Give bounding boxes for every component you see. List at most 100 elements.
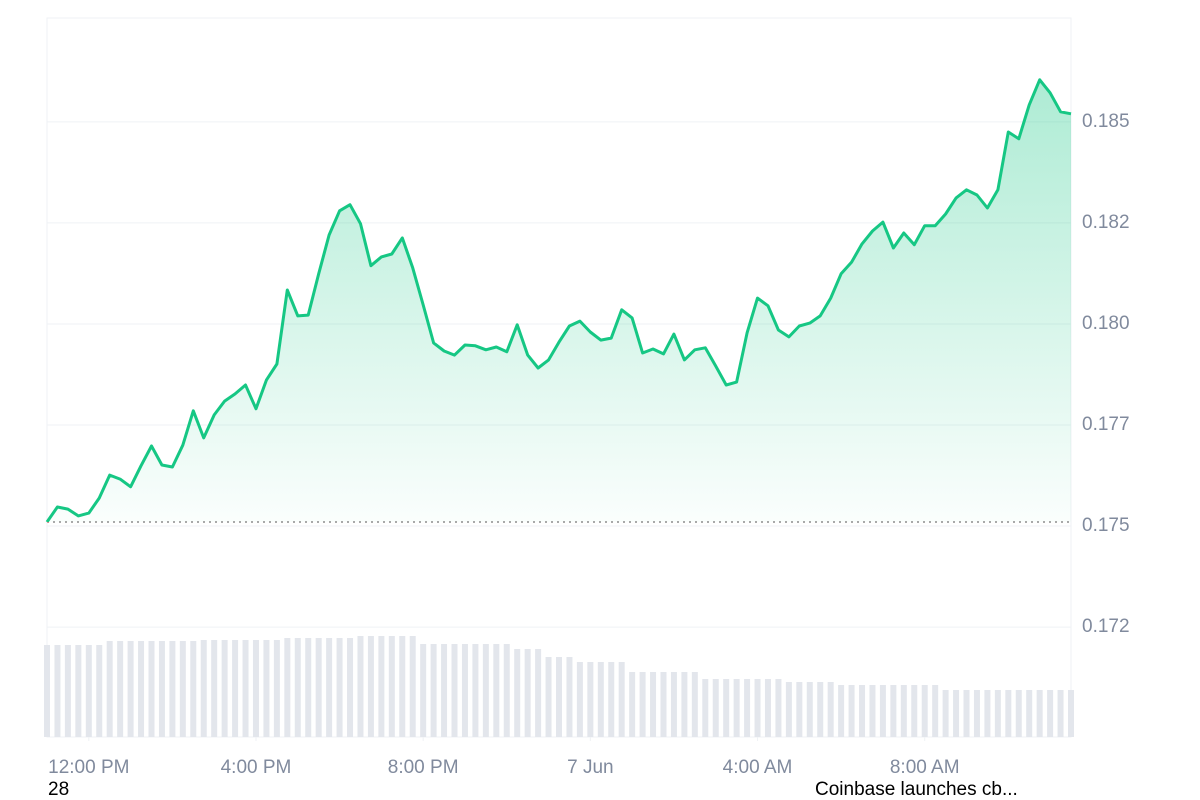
volume-bar: [441, 644, 448, 737]
y-tick-label: 0.182: [1082, 212, 1130, 233]
volume-bar: [545, 657, 552, 737]
volume-bar: [388, 636, 395, 737]
volume-bar: [921, 685, 928, 737]
volume-bar: [347, 638, 354, 737]
volume-bar: [252, 640, 259, 737]
volume-bar: [838, 685, 845, 737]
volume-bar: [127, 641, 134, 737]
volume-bar: [179, 641, 186, 737]
volume-bar: [608, 662, 615, 737]
volume-bar: [806, 682, 813, 737]
volume-bar: [618, 662, 625, 737]
volume-bar: [169, 641, 176, 737]
volume-bar: [1015, 690, 1022, 737]
volume-bar: [326, 638, 333, 737]
volume-bar: [106, 641, 113, 737]
volume-bar: [96, 645, 103, 737]
volume-bar: [336, 638, 343, 737]
volume-bar: [242, 640, 249, 737]
volume-bar: [890, 685, 897, 737]
area: [47, 79, 1071, 523]
volume-bar: [733, 679, 740, 737]
volume-bar: [775, 679, 782, 737]
volume-bar: [85, 645, 92, 737]
x-tick-label: 12:00 PM: [48, 757, 129, 778]
x-tick-label: 4:00 PM: [221, 757, 292, 778]
volume-bar: [932, 685, 939, 737]
volume-bar: [232, 640, 239, 737]
volume-bar: [305, 638, 312, 737]
volume-bar: [399, 636, 406, 737]
volume-bar: [294, 638, 301, 737]
volume-bar: [744, 679, 751, 737]
volume-bar: [900, 685, 907, 737]
volume-bar: [973, 690, 980, 737]
volume-bar: [514, 649, 521, 737]
volume-bar: [994, 690, 1001, 737]
volume-bar: [461, 644, 468, 737]
x-tick-label: 7 Jun: [567, 757, 613, 778]
volume-bar: [1047, 690, 1054, 737]
volume-bar: [796, 682, 803, 737]
volume-bar: [639, 672, 646, 737]
volume-bar: [190, 641, 197, 737]
volume-bar: [702, 679, 709, 737]
volume-bar: [54, 645, 61, 737]
volume-bar: [148, 641, 155, 737]
volume-bar: [75, 645, 82, 737]
volume-bar: [472, 644, 479, 737]
volume-bar: [650, 672, 657, 737]
volume-bar: [879, 685, 886, 737]
volume-bar: [556, 657, 562, 737]
volume-bar: [869, 685, 876, 737]
volume-bar: [357, 636, 364, 737]
volume-bar: [1026, 690, 1033, 737]
annotation: 28: [48, 779, 69, 800]
volume-bar: [764, 679, 771, 737]
price-line: [45, 78, 1072, 522]
y-tick-label: 0.180: [1082, 313, 1130, 334]
y-tick-label: 0.177: [1082, 414, 1130, 435]
volume-bar: [827, 682, 834, 737]
volume-bar: [367, 636, 374, 737]
volume-bar: [211, 640, 218, 737]
volume-bar: [963, 690, 970, 737]
y-tick-label: 0.175: [1082, 515, 1130, 536]
y-tick-label: 0.172: [1082, 616, 1130, 637]
volume-bar: [221, 640, 228, 737]
volume-bar: [493, 644, 500, 737]
volume-bar: [629, 672, 636, 737]
volume-bar: [670, 672, 677, 737]
volume-bar: [984, 690, 991, 737]
volume-bar: [535, 649, 542, 737]
x-tick-label: 4:00 AM: [723, 757, 793, 778]
volume-bar: [566, 657, 573, 737]
volume-bar: [138, 641, 145, 737]
x-tick-label: 8:00 AM: [890, 757, 960, 778]
volume-bar: [723, 679, 730, 737]
x-tick-label: 8:00 PM: [388, 757, 459, 778]
volume-bar: [754, 679, 761, 737]
volume-bar: [1005, 690, 1012, 737]
volume-bar: [44, 645, 50, 737]
volume-bar: [1036, 690, 1043, 737]
volume-bar: [859, 685, 866, 737]
volume-bar: [263, 640, 270, 737]
volume-bar: [451, 644, 458, 737]
volume-bar: [503, 644, 510, 737]
volume-bar: [1068, 690, 1074, 737]
volume-bar: [576, 662, 583, 737]
volume-bar: [785, 682, 792, 737]
volume-bar: [273, 640, 280, 737]
volume-bar: [158, 641, 165, 737]
volume-bar: [1057, 690, 1064, 737]
volume-bar: [597, 662, 604, 737]
volume-bar: [409, 636, 416, 737]
volume-bar: [681, 672, 688, 737]
volume-bar: [691, 672, 698, 737]
volume-bar: [200, 640, 207, 737]
volume-bar: [524, 649, 531, 737]
volume-bar: [420, 644, 427, 737]
volume-bar: [284, 638, 291, 737]
